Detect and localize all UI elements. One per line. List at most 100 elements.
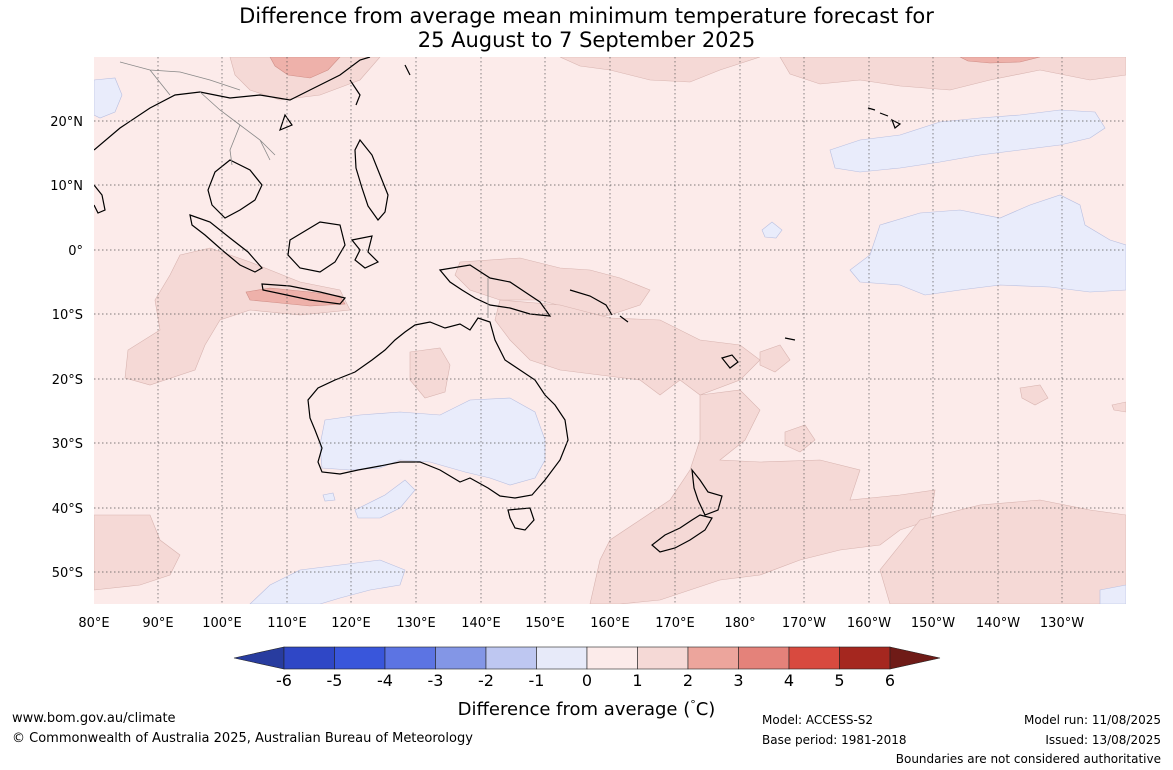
colorbar-segment: [485, 646, 537, 670]
warm-region-south-pacific: [879, 499, 1126, 604]
colorbar-segment: [334, 646, 386, 670]
colorbar: [233, 646, 941, 670]
colorbar-title-text: Difference from average (: [457, 699, 691, 720]
warm-region-northwest: [229, 57, 381, 101]
colorbar-tick: 3: [733, 671, 744, 690]
colorbar-tick: 2: [682, 671, 694, 690]
warm-region-small-4: [1111, 401, 1126, 413]
unit-letter: C: [695, 699, 709, 720]
warm-region-small-2: [784, 424, 816, 453]
cool-region-southern-ocean: [249, 559, 406, 604]
cool-region-equatorial-pacific: [849, 194, 1126, 296]
colorbar-tick: -4: [377, 671, 393, 690]
colorbar-segment: [687, 646, 739, 670]
colorbar-tick: 4: [783, 671, 795, 690]
colorbar-title-close: ): [708, 699, 716, 720]
cool-region-small-1: [761, 221, 783, 239]
copyright-text: © Commonwealth of Australia 2025, Austra…: [12, 731, 473, 746]
warm-region-southwest: [94, 514, 181, 591]
colorbar-segment: [586, 646, 638, 670]
colorbar-tick: -6: [276, 671, 292, 690]
title-line-1: Difference from average mean minimum tem…: [239, 4, 934, 28]
map-title: Difference from average mean minimum tem…: [0, 4, 1173, 52]
map-field: [94, 57, 1126, 604]
model-name: Model: ACCESS-S2: [762, 713, 874, 727]
cool-region-bass-strait: [354, 479, 416, 519]
colorbar-tick: -5: [326, 671, 343, 690]
degree-symbol: °: [690, 698, 696, 711]
lon-label: 90°E: [142, 616, 173, 631]
cool-region-australia: [319, 397, 546, 486]
colorbar-segment: [384, 646, 436, 670]
lon-label: 100°E: [202, 616, 242, 631]
lat-label: 20°N: [50, 115, 83, 130]
hawaii-coastline: [867, 107, 902, 129]
fiji-islands-coastline: [720, 337, 796, 369]
new-guinea-coastline: [438, 264, 552, 317]
australia-coastline: [307, 317, 569, 499]
japan-taiwan-coastline: [279, 64, 411, 132]
country-borders: [119, 61, 489, 318]
base-period: Base period: 1981-2018: [762, 733, 907, 747]
colorbar-tick: -2: [478, 671, 494, 690]
colorbar-tick: -1: [528, 671, 545, 690]
colorbar-segment: [788, 646, 840, 670]
java-coastline: [261, 283, 347, 305]
issued-date: Issued: 13/08/2025: [1045, 733, 1161, 747]
colorbar-segment: [738, 646, 790, 670]
lon-label: 130°E: [396, 616, 436, 631]
lon-label: 130°W: [1040, 616, 1084, 631]
lon-label: 170°W: [782, 616, 826, 631]
colorbar-extend-low: [233, 646, 285, 670]
hot-region-northeast: [959, 57, 1041, 64]
lon-label: 140°W: [976, 616, 1020, 631]
hot-region-china: [269, 57, 341, 79]
warm-region-western-australia: [409, 347, 451, 399]
colorbar-segment: [435, 646, 487, 670]
longitude-labels: 80°E 90°E 100°E 110°E 120°E 130°E 140°E …: [78, 616, 1084, 631]
graticule: [94, 57, 1126, 604]
warm-region-small-1: [759, 344, 791, 373]
lat-label: 50°S: [52, 566, 83, 581]
latitude-labels: 20°N 10°N 0° 10°S 20°S 30°S 40°S 50°S: [50, 115, 83, 581]
new-zealand-north-coastline: [691, 468, 723, 516]
colorbar-extend-high: [889, 646, 941, 670]
borneo-coastline: [287, 221, 346, 273]
warm-region-indian-ocean: [124, 247, 351, 386]
warm-region-tasman: [589, 389, 936, 604]
lon-label: 170°E: [655, 616, 695, 631]
lat-label: 0°: [68, 244, 83, 259]
lat-label: 10°N: [50, 179, 83, 194]
colorbar-segment: [536, 646, 588, 670]
lon-label: 120°E: [331, 616, 371, 631]
mainland-asia-coastline: [94, 57, 371, 219]
model-run-date: Model run: 11/08/2025: [1023, 713, 1161, 727]
coastlines: [94, 57, 902, 553]
lon-label: 180°: [724, 616, 755, 631]
lat-label: 40°S: [52, 502, 83, 517]
colorbar-segment: [637, 646, 689, 670]
lon-label: 160°W: [847, 616, 891, 631]
lon-label: 150°W: [911, 616, 955, 631]
colorbar-tick: 6: [884, 671, 896, 690]
lon-label: 110°E: [267, 616, 307, 631]
colorbar-title: Difference from average (°C): [0, 698, 1173, 720]
warm-region-north-central: [559, 57, 761, 83]
cool-region-north-pacific: [829, 109, 1106, 173]
lat-label: 10°S: [52, 308, 83, 323]
lat-label: 20°S: [52, 373, 83, 388]
lon-label: 80°E: [78, 616, 109, 631]
website-link[interactable]: www.bom.gov.au/climate: [12, 711, 176, 726]
warm-region-small-3: [1019, 384, 1049, 406]
new-zealand-south-coastline: [651, 514, 713, 553]
cool-region-india: [94, 77, 123, 119]
sulawesi-coastline: [350, 235, 380, 269]
lon-label: 140°E: [461, 616, 501, 631]
colorbar-segment: [839, 646, 891, 670]
title-line-2: 25 August to 7 September 2025: [417, 28, 756, 52]
colorbar-tick: -3: [427, 671, 444, 690]
colorbar-segment: [283, 646, 335, 670]
lat-label: 30°S: [52, 437, 83, 452]
warm-region-northeast: [779, 57, 1126, 91]
sumatra-coastline: [189, 214, 263, 273]
